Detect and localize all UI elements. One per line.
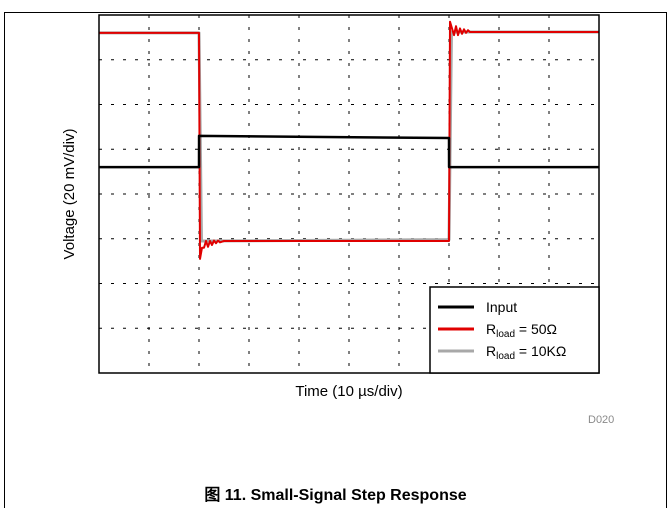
series-line-0 bbox=[99, 134, 599, 169]
legend-label: Input bbox=[486, 299, 517, 315]
plot-area-border bbox=[98, 14, 600, 374]
figure-id: D020 bbox=[588, 414, 615, 426]
legend-label: Rload = 50Ω bbox=[486, 321, 557, 340]
figure-caption: 图 11. Small-Signal Step Response bbox=[204, 487, 467, 504]
x-axis-label: Time (10 µs/div) bbox=[295, 383, 402, 400]
series-line-1 bbox=[99, 20, 599, 260]
series-group bbox=[99, 20, 599, 260]
page-frame-left bbox=[4, 12, 5, 508]
page-frame-right bbox=[666, 12, 667, 508]
legend-label: Rload = 10KΩ bbox=[486, 343, 566, 362]
page-frame-top bbox=[4, 12, 667, 13]
legend: Input Rload = 50Ω Rload = 10KΩ bbox=[429, 286, 600, 374]
y-axis-label: Voltage (20 mV/div) bbox=[61, 129, 78, 260]
